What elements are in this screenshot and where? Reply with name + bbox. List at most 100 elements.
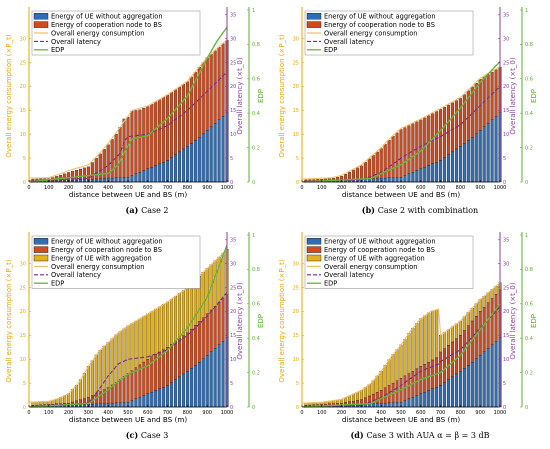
y2-tick-label: 15 <box>230 108 236 114</box>
bar-coop-680 <box>162 97 166 163</box>
y-tick-label: 10 <box>20 132 26 138</box>
bar-coop-620 <box>423 117 427 168</box>
legend-label: Energy of UE with aggregation <box>324 254 425 262</box>
legend-label: Energy of UE without aggregation <box>51 238 163 246</box>
y2-tick-label: 25 <box>503 285 509 291</box>
legend-label: EDP <box>51 46 64 54</box>
y3-tick-label: 0 <box>252 405 255 411</box>
bar-ue-560 <box>411 397 415 408</box>
bar-aggr-220 <box>71 389 75 403</box>
bar-coop-600 <box>146 106 150 170</box>
y2-tick-label: 25 <box>230 285 236 291</box>
legend-label: Energy of cooperation node to BS <box>51 246 162 254</box>
bar-coop-480 <box>122 118 126 178</box>
x-tick-label: 0 <box>300 410 303 416</box>
y-tick-label: 15 <box>20 333 26 339</box>
x-tick-label: 500 <box>123 185 133 191</box>
bar-ue-380 <box>102 178 106 183</box>
y-axis-label-energy: Overall energy consumption (×P_t) <box>278 34 286 157</box>
bar-coop-960 <box>490 71 494 120</box>
bar-ue-940 <box>213 348 217 408</box>
bar-coop-640 <box>427 115 431 166</box>
bar-ue-700 <box>439 160 443 183</box>
bar-ue-780 <box>454 373 458 408</box>
bar-coop-420 <box>383 144 387 179</box>
bar-aggr-720 <box>170 298 174 345</box>
bar-aggr-260 <box>78 379 83 400</box>
legend-label: EDP <box>324 46 337 54</box>
bar-ue-380 <box>102 403 106 408</box>
bar-coop-480 <box>395 132 399 178</box>
bar-ue-560 <box>411 172 415 183</box>
bar-ue-440 <box>114 402 118 408</box>
y2-tick-label: 35 <box>230 238 236 244</box>
bar-coop-300 <box>359 165 363 180</box>
bar-coop-980 <box>494 69 498 117</box>
y-axis-label-energy: Overall energy consumption (×P_t) <box>5 259 13 382</box>
bar-ue-540 <box>134 398 138 408</box>
bar-ue-660 <box>158 388 162 408</box>
x-tick-label: 600 <box>416 410 426 416</box>
legend-label: EDP <box>51 280 64 288</box>
bar-coop-360 <box>98 391 102 404</box>
y2-tick-label: 5 <box>503 381 506 387</box>
bar-coop-860 <box>197 321 201 363</box>
bar-ue-340 <box>367 403 371 408</box>
bar-aggr-760 <box>177 293 182 339</box>
bar-coop-340 <box>367 158 371 180</box>
y2-tick-label: 0 <box>503 180 506 186</box>
bar-coop-900 <box>478 311 482 356</box>
y2-tick-label: 10 <box>503 357 509 363</box>
legend-label: Overall energy consumption <box>324 263 417 271</box>
bar-aggr-640 <box>154 308 158 355</box>
bar-aggr-320 <box>363 387 367 399</box>
bar-coop-680 <box>162 349 166 388</box>
bar-coop-820 <box>189 328 193 369</box>
bar-coop-600 <box>419 119 423 170</box>
bar-ue-560 <box>138 172 142 183</box>
bar-coop-700 <box>439 351 443 386</box>
x-tick-label: 800 <box>456 185 466 191</box>
y-tick-label: 0 <box>23 405 26 411</box>
legend-label: Energy of cooperation node to BS <box>324 246 435 254</box>
bar-aggr-280 <box>82 372 86 399</box>
bar-coop-640 <box>154 101 158 166</box>
bar-coop-960 <box>490 298 494 345</box>
bar-ue-900 <box>205 130 209 183</box>
bar-coop-980 <box>221 43 225 117</box>
bar-aggr-660 <box>158 306 162 353</box>
bar-coop-460 <box>118 379 122 403</box>
bar-ue-660 <box>431 163 435 183</box>
bar-coop-340 <box>94 158 98 180</box>
y-tick-label: 10 <box>293 357 299 363</box>
bar-aggr-180 <box>63 395 67 404</box>
bar-coop-960 <box>217 302 221 345</box>
y3-tick-label: 0 <box>525 180 528 186</box>
x-tick-label: 800 <box>456 410 466 416</box>
y-tick-label: 15 <box>20 108 26 114</box>
bar-ue-540 <box>407 398 411 408</box>
legend-label: Energy of UE without aggregation <box>324 238 436 246</box>
y-axis-label-latency: Overall latency (×t_0) <box>509 57 517 134</box>
x-tick-label: 400 <box>376 185 386 191</box>
x-tick-label: 600 <box>143 410 153 416</box>
legend-label: Energy of cooperation node to BS <box>324 21 435 29</box>
bar-ue-920 <box>209 126 213 183</box>
y3-tick-label: 0.6 <box>525 302 533 308</box>
bar-coop-460 <box>118 127 122 178</box>
x-tick-label: 1000 <box>221 185 234 191</box>
bar-ue-980 <box>221 341 225 408</box>
x-tick-label: 600 <box>143 185 153 191</box>
caption-tag: (c) <box>126 430 141 440</box>
bar-coop-760 <box>177 338 182 378</box>
bar-aggr-920 <box>482 296 486 308</box>
x-tick-label: 700 <box>163 185 173 191</box>
x-tick-label: 0 <box>27 410 30 416</box>
x-tick-label: 300 <box>84 410 94 416</box>
bar-ue-740 <box>173 379 178 408</box>
x-tick-label: 200 <box>64 185 74 191</box>
x-tick-label: 800 <box>183 410 193 416</box>
y-tick-label: 20 <box>20 309 26 315</box>
legend-label: Overall energy consumption <box>324 29 417 37</box>
y2-tick-label: 30 <box>503 261 509 267</box>
